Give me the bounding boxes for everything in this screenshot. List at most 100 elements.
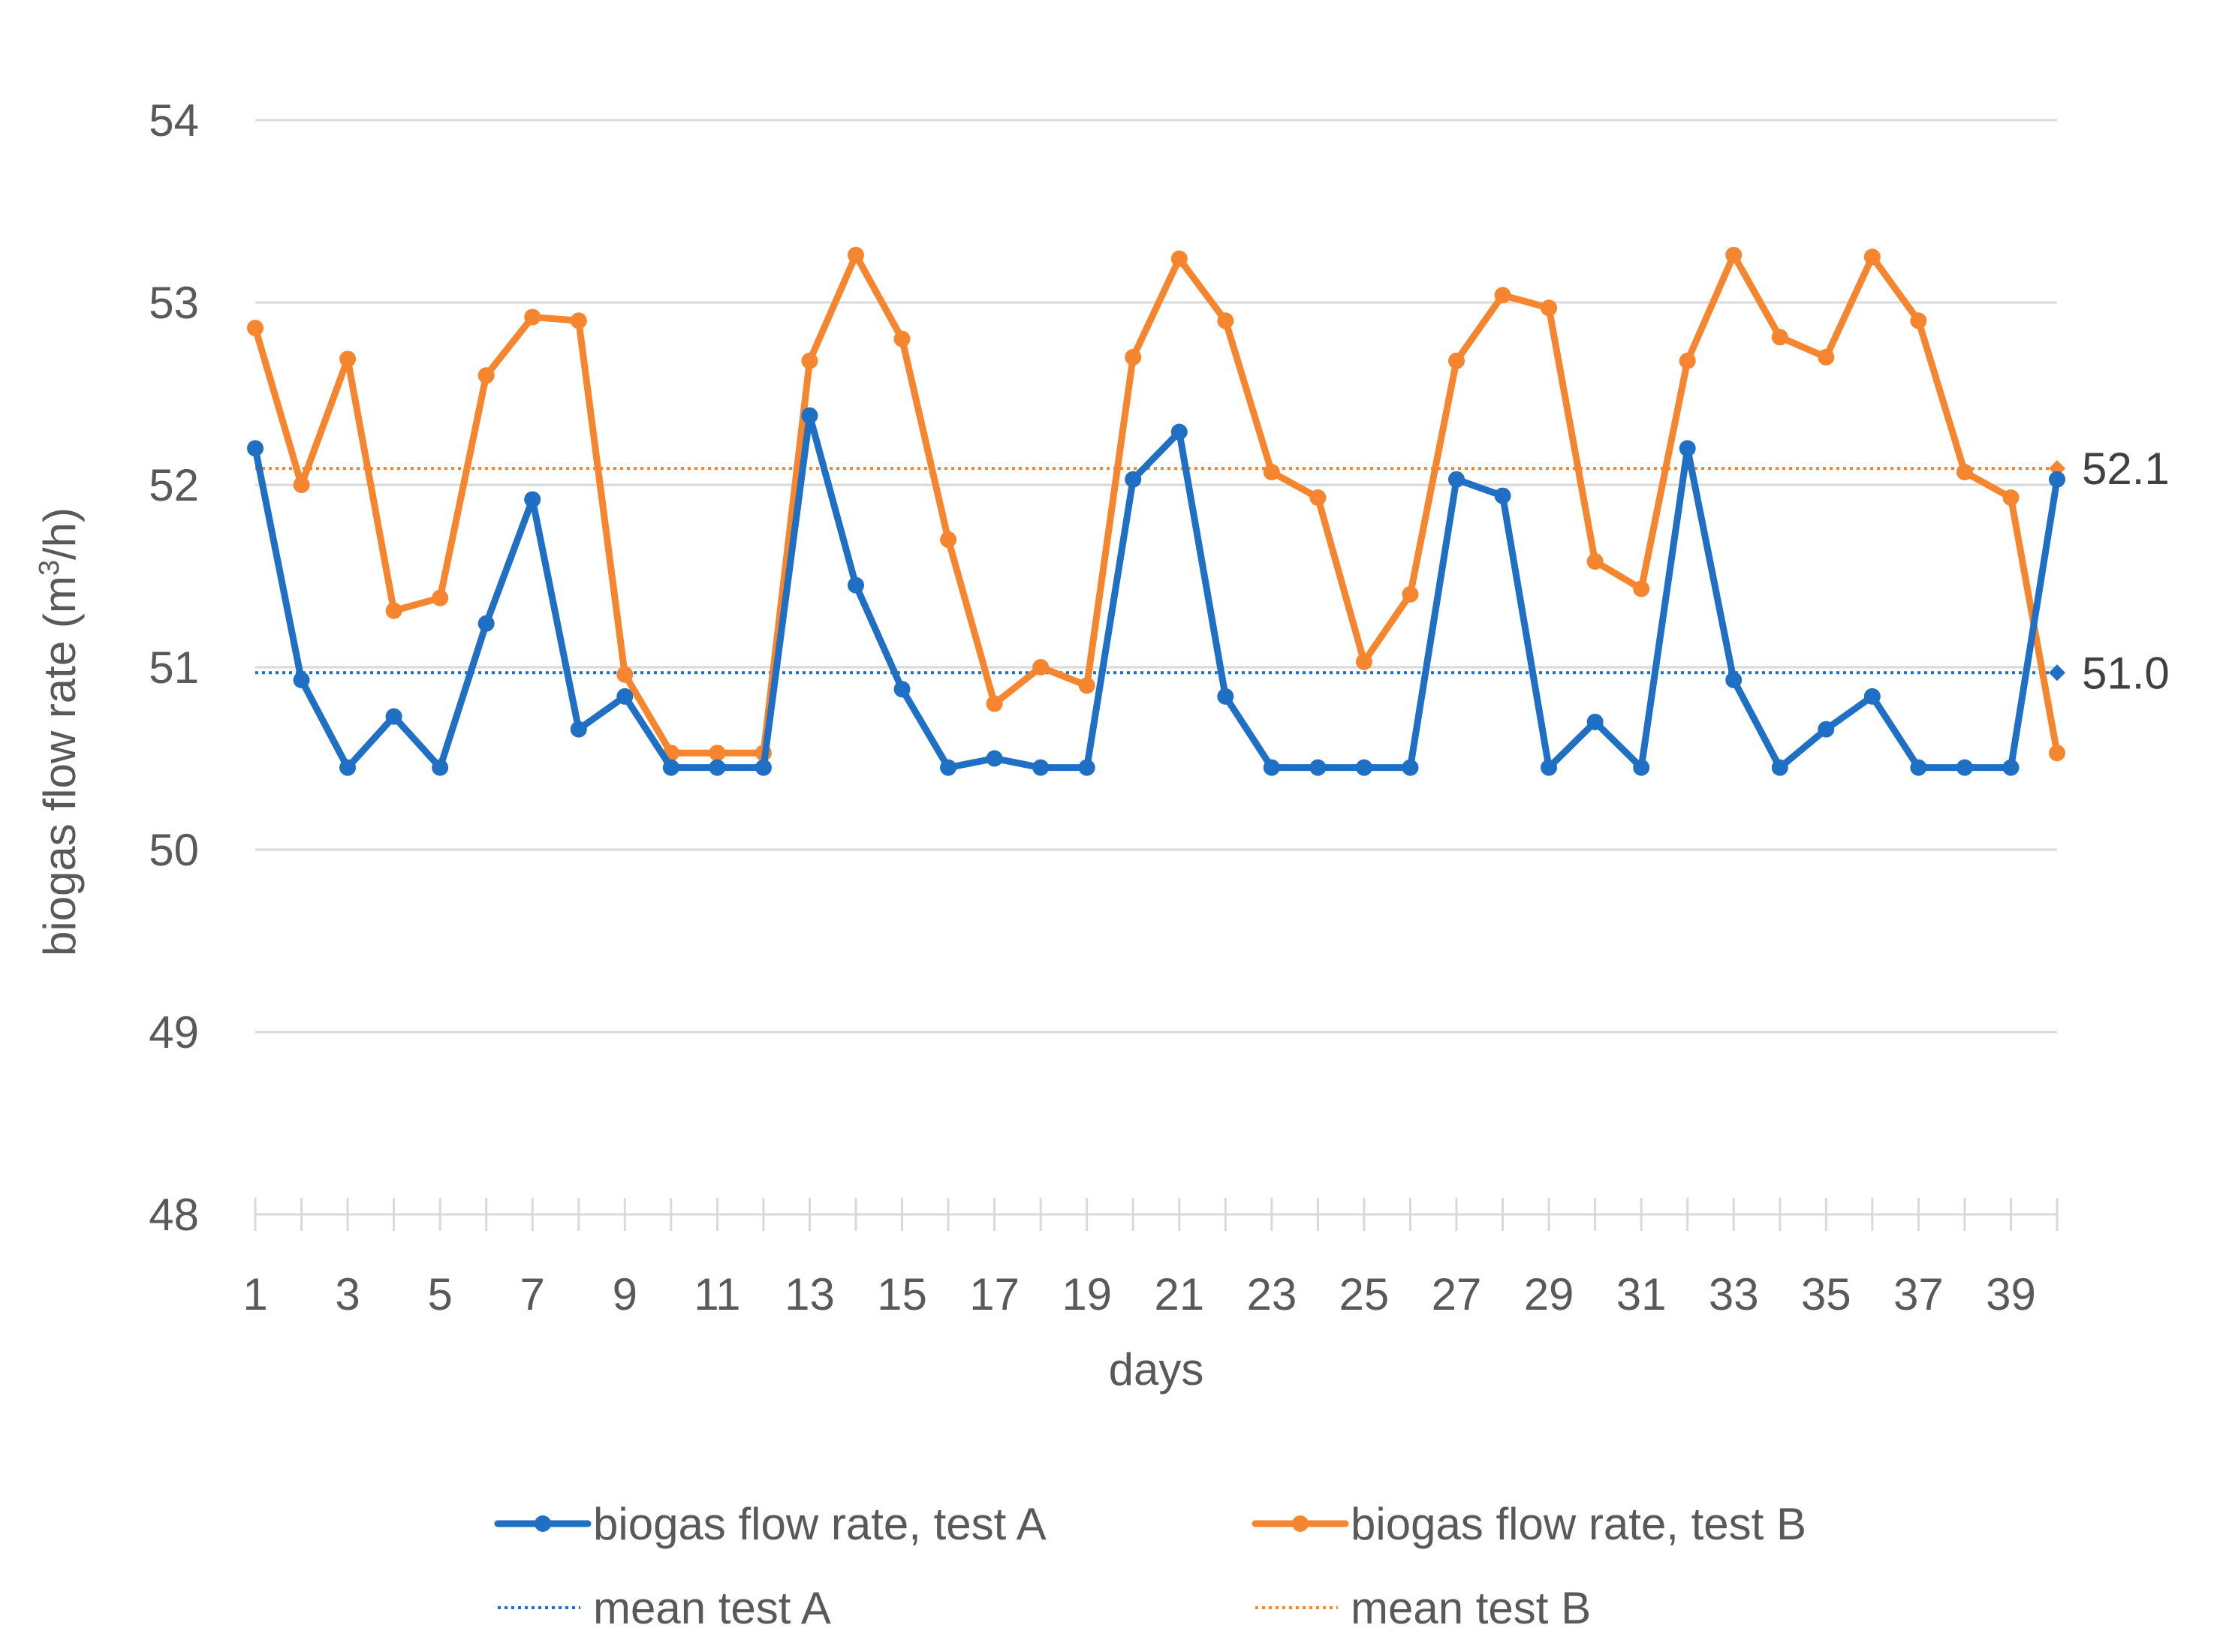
biogas-flow-rate-test-b-point-day-2	[293, 477, 310, 493]
biogas-flow-rate-test-a-point-day-34	[1771, 759, 1788, 776]
y-tick-label-49: 49	[149, 1007, 199, 1058]
legend-label-biogas-flow-rate-test-a: biogas flow rate, test A	[593, 1499, 1047, 1549]
x-tick-label-21: 21	[1154, 1269, 1204, 1319]
biogas-flow-rate-test-a-point-day-22	[1217, 688, 1234, 705]
biogas-flow-rate-test-a	[247, 407, 2065, 776]
biogas-flow-rate-test-b-point-day-13	[801, 352, 818, 369]
biogas-flow-rate-test-a-point-day-36	[1863, 688, 1881, 705]
x-tick-label-29: 29	[1524, 1269, 1574, 1319]
biogas-flow-rate-test-b-point-day-38	[1956, 463, 1973, 480]
biogas-flow-rate-test-a-point-day-14	[848, 576, 864, 594]
biogas-flow-rate-test-b-point-day-34	[1771, 329, 1788, 346]
biogas-flow-rate-test-b-point-day-17	[986, 695, 1003, 712]
biogas-flow-rate-test-a-point-day-2	[293, 672, 310, 689]
biogas-flow-rate-test-b-point-day-23	[1263, 463, 1280, 480]
biogas-flow-rate-test-a-point-day-7	[524, 491, 541, 508]
legend-label-biogas-flow-rate-test-b: biogas flow rate, test B	[1351, 1499, 1806, 1549]
x-tick-label-11: 11	[694, 1269, 740, 1319]
y-tick-label-54: 54	[149, 95, 199, 146]
x-tick-label-31: 31	[1616, 1269, 1667, 1319]
mean-test-a-marker	[2049, 664, 2065, 682]
biogas-flow-rate-test-a-point-day-3	[339, 759, 357, 776]
legend-item-mean-test-a: mean test A	[498, 1583, 831, 1633]
x-tick-labels: 1 3 5 7 9 11 13 15 17 19 21 23 25 27 29 31 33 35 37 39	[242, 1269, 2036, 1319]
biogas-flow-rate-test-b-point-day-27	[1448, 352, 1465, 369]
legend-item-biogas-flow-rate-test-a: biogas flow rate, test A	[494, 1499, 1047, 1549]
mean-test-a-label: 51.0	[2082, 648, 2170, 698]
biogas-flow-rate-test-b-point-day-24	[1309, 489, 1327, 507]
biogas-flow-rate-test-a-line	[252, 412, 2061, 772]
mean-test-b-label: 52.1	[2082, 444, 2170, 494]
y-tick-label-51: 51	[149, 642, 199, 693]
x-tick-label-5: 5	[427, 1269, 452, 1319]
biogas-flow-rate-test-a-point-day-10	[662, 759, 679, 776]
x-tick-label-1: 1	[242, 1269, 267, 1319]
x-tick-label-9: 9	[613, 1269, 637, 1319]
legend-item-biogas-flow-rate-test-b: biogas flow rate, test B	[1252, 1499, 1806, 1549]
x-axis-title: days	[1109, 1344, 1204, 1395]
biogas-flow-rate-test-a-point-day-33	[1725, 672, 1743, 689]
biogas-flow-rate-test-b-point-day-39	[2002, 489, 2020, 507]
legend-label-mean-test-a: mean test A	[593, 1583, 831, 1633]
x-axis	[254, 1198, 2059, 1231]
biogas-flow-rate-test-b-line	[252, 251, 2061, 757]
biogas-flow-rate-test-b-point-day-9	[616, 666, 634, 683]
biogas-flow-rate-test-b	[247, 246, 2065, 762]
biogas-flow-rate-test-a-point-day-31	[1633, 759, 1650, 776]
biogas-flow-rate-test-b-point-day-22	[1217, 312, 1234, 329]
x-tick-label-37: 37	[1893, 1269, 1944, 1319]
y-tick-label-52: 52	[149, 460, 199, 510]
biogas-flow-rate-test-b-point-day-11	[709, 745, 726, 762]
biogas-flow-rate-test-a-point-day-11	[709, 759, 726, 776]
biogas-flow-rate-test-b-point-day-8	[570, 312, 587, 329]
biogas-flow-rate-test-a-point-day-19	[1078, 759, 1095, 776]
biogas-flow-rate-test-b-point-day-1	[247, 320, 264, 337]
legend-item-mean-test-b: mean test B	[1255, 1583, 1591, 1633]
x-tick-label-35: 35	[1801, 1269, 1851, 1319]
biogas-flow-rate-test-a-point-day-38	[1956, 759, 1973, 776]
biogas-flow-rate-test-a-point-day-16	[940, 759, 957, 776]
biogas-flow-rate-test-a-point-day-40	[2049, 471, 2065, 488]
x-tick-label-33: 33	[1709, 1269, 1759, 1319]
biogas-flow-rate-test-b-point-day-3	[339, 351, 357, 368]
biogas-flow-rate-test-b-point-day-15	[893, 330, 911, 348]
biogas-flow-rate-test-b-point-day-26	[1402, 585, 1419, 603]
biogas-flow-rate-test-a-point-day-17	[986, 750, 1003, 767]
biogas-flow-rate-test-a-point-day-23	[1263, 759, 1280, 776]
x-tick-label-17: 17	[969, 1269, 1020, 1319]
y-tick-label-53: 53	[149, 278, 199, 328]
biogas-flow-rate-test-a-point-day-9	[616, 688, 634, 705]
biogas-flow-rate-test-a-point-day-27	[1448, 471, 1465, 488]
biogas-flow-rate-test-a-point-day-12	[755, 759, 772, 776]
biogas-flow-rate-test-a-point-day-21	[1170, 423, 1188, 441]
biogas-flow-rate-test-a-point-day-15	[893, 681, 911, 698]
legend-label-mean-test-b: mean test B	[1351, 1583, 1591, 1633]
y-tick-label-50: 50	[149, 825, 199, 875]
biogas-flow-rate-test-a-point-day-28	[1494, 487, 1511, 504]
biogas-flow-rate-test-b-point-day-20	[1125, 348, 1142, 366]
biogas-flow-rate-test-a-point-day-4	[385, 708, 402, 725]
biogas-flow-rate-test-b-point-day-32	[1679, 352, 1696, 369]
biogas-flow-rate-test-b-point-day-7	[524, 308, 541, 326]
biogas-flow-rate-test-b-point-day-31	[1633, 580, 1650, 597]
biogas-flow-rate-test-a-point-day-1	[247, 440, 264, 457]
y-tick-labels: 48 49 50 51 52 53 54	[149, 95, 199, 1240]
biogas-flow-rate-test-a-point-day-39	[2002, 759, 2020, 776]
x-tick-label-39: 39	[1986, 1269, 2036, 1319]
biogas-flow-rate-test-b-point-day-30	[1586, 553, 1604, 570]
biogas-flow-rate-test-b-point-day-33	[1725, 246, 1743, 263]
x-tick-label-3: 3	[335, 1269, 360, 1319]
biogas-flow-rate-test-b-point-day-14	[848, 246, 864, 263]
x-tick-label-19: 19	[1062, 1269, 1112, 1319]
legend-marker-biogas-flow-rate-test-b	[1292, 1515, 1309, 1532]
biogas-flow-rate-test-a-point-day-20	[1125, 471, 1142, 488]
legend: biogas flow rate, test A biogas flow rate…	[494, 1499, 1806, 1633]
y-tick-label-48: 48	[149, 1190, 199, 1240]
biogas-flow-rate-test-b-point-day-35	[1818, 348, 1835, 366]
series-layer	[247, 246, 2065, 776]
biogas-flow-rate-test-a-point-day-25	[1355, 759, 1372, 776]
mean-labels: 52.1 51.0	[2082, 444, 2170, 698]
y-axis-title: biogas flow rate (m3/h)	[34, 507, 85, 956]
